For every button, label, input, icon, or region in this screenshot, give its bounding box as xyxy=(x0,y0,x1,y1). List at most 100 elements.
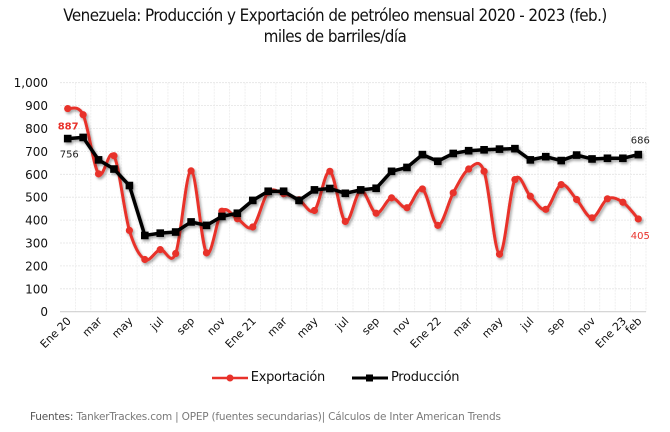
data-point xyxy=(464,146,473,155)
data-point xyxy=(588,214,596,222)
data-point xyxy=(356,186,365,194)
data-point xyxy=(172,249,180,258)
legend-square-marker-icon xyxy=(351,374,388,381)
data-point xyxy=(619,154,627,163)
legend-item-produccion[interactable]: Producción xyxy=(351,370,460,385)
data-point xyxy=(418,150,427,159)
y-tick-label: 1,000 xyxy=(14,76,48,90)
data-point xyxy=(588,155,596,163)
x-tick-label: Ene 22 xyxy=(408,315,444,351)
series-group xyxy=(63,104,643,264)
data-point xyxy=(125,226,133,235)
data-point xyxy=(465,165,473,173)
data-point xyxy=(295,196,303,205)
data-point xyxy=(449,189,457,197)
data-point xyxy=(449,149,458,158)
y-tick-label: 0 xyxy=(40,305,48,319)
x-tick-label: sep xyxy=(359,315,382,338)
data-point xyxy=(387,194,396,202)
data-point xyxy=(79,111,87,119)
data-point xyxy=(310,186,319,194)
data-point xyxy=(218,212,226,221)
x-tick-label: mar xyxy=(450,314,475,339)
data-point xyxy=(79,133,87,142)
x-tick-label: may xyxy=(479,314,505,340)
data-point xyxy=(434,221,442,229)
data-point xyxy=(634,150,643,159)
x-tick-label: sep xyxy=(544,315,567,338)
data-point xyxy=(341,189,350,198)
x-tick-label: may xyxy=(109,314,135,340)
x-tick-label: sep xyxy=(174,315,197,338)
data-point xyxy=(264,187,272,196)
data-point xyxy=(125,181,134,190)
data-point xyxy=(372,184,380,193)
data-point xyxy=(341,217,349,226)
data-label-exportacion-last: 405 xyxy=(631,231,650,242)
y-axis: 0 100 200 300 400 500 600 700 800 900 1,000 xyxy=(14,76,48,319)
data-point xyxy=(326,184,334,193)
x-tick-label: mar xyxy=(265,314,290,339)
data-point xyxy=(557,156,565,165)
data-point xyxy=(541,152,550,161)
source-footer: Fuentes: TankerTrackes.com | OPEP (fuent… xyxy=(30,411,501,423)
data-point xyxy=(187,218,195,226)
x-tick-label: jul xyxy=(147,315,166,334)
x-tick-label: jul xyxy=(517,315,536,334)
data-point xyxy=(248,196,257,205)
data-point xyxy=(511,144,519,153)
data-point xyxy=(603,154,612,163)
data-point xyxy=(372,209,380,217)
data-point xyxy=(511,175,519,184)
y-tick-label: 900 xyxy=(25,99,48,113)
data-point xyxy=(480,145,488,154)
x-tick-label: Ene 23 xyxy=(593,315,629,351)
y-tick-label: 300 xyxy=(25,237,48,251)
data-label-produccion-last: 686 xyxy=(631,136,650,147)
y-tick-label: 700 xyxy=(25,145,48,159)
y-tick-label: 600 xyxy=(25,168,48,182)
data-point xyxy=(279,187,288,196)
x-tick-label: feb xyxy=(623,315,645,337)
data-point xyxy=(418,185,426,193)
legend-item-exportacion[interactable]: Exportación xyxy=(211,370,325,385)
data-point xyxy=(110,152,118,160)
gridlines xyxy=(60,82,647,313)
chart-title: Venezuela: Producción y Exportación de p… xyxy=(63,6,607,25)
x-tick-label: jul xyxy=(332,315,351,334)
x-tick-label: Ene 20 xyxy=(38,315,74,351)
data-labels: 887 756 405 686 xyxy=(58,122,650,242)
data-point xyxy=(434,157,442,166)
x-tick-label: nov xyxy=(390,314,414,338)
series-produccin xyxy=(63,133,643,240)
data-point xyxy=(526,156,535,164)
x-tick-label: Ene 21 xyxy=(223,315,259,351)
data-point xyxy=(202,249,211,257)
data-point xyxy=(634,215,642,223)
data-point xyxy=(542,205,550,213)
data-point xyxy=(141,231,149,240)
data-point xyxy=(495,250,504,258)
data-point xyxy=(156,229,165,237)
footer-text: TankerTrackes.com | OPEP (fuentes secund… xyxy=(73,411,501,423)
data-point xyxy=(573,195,581,204)
chart-subtitle: miles de barriles/día xyxy=(263,27,407,46)
data-point xyxy=(572,151,581,159)
data-point xyxy=(310,206,319,215)
x-tick-label: nov xyxy=(205,314,229,338)
data-point xyxy=(64,104,72,113)
x-tick-label: may xyxy=(294,314,320,340)
data-point xyxy=(403,163,411,172)
data-point xyxy=(110,165,118,173)
data-point xyxy=(249,223,257,231)
legend-label: Exportación xyxy=(250,370,325,385)
data-point xyxy=(603,195,612,203)
data-point xyxy=(557,181,565,189)
data-point xyxy=(526,192,534,200)
data-label-produccion-first: 756 xyxy=(60,150,79,161)
data-point xyxy=(403,204,411,212)
data-point xyxy=(202,221,211,230)
data-point xyxy=(94,170,103,178)
x-tick-label: nov xyxy=(575,314,599,338)
